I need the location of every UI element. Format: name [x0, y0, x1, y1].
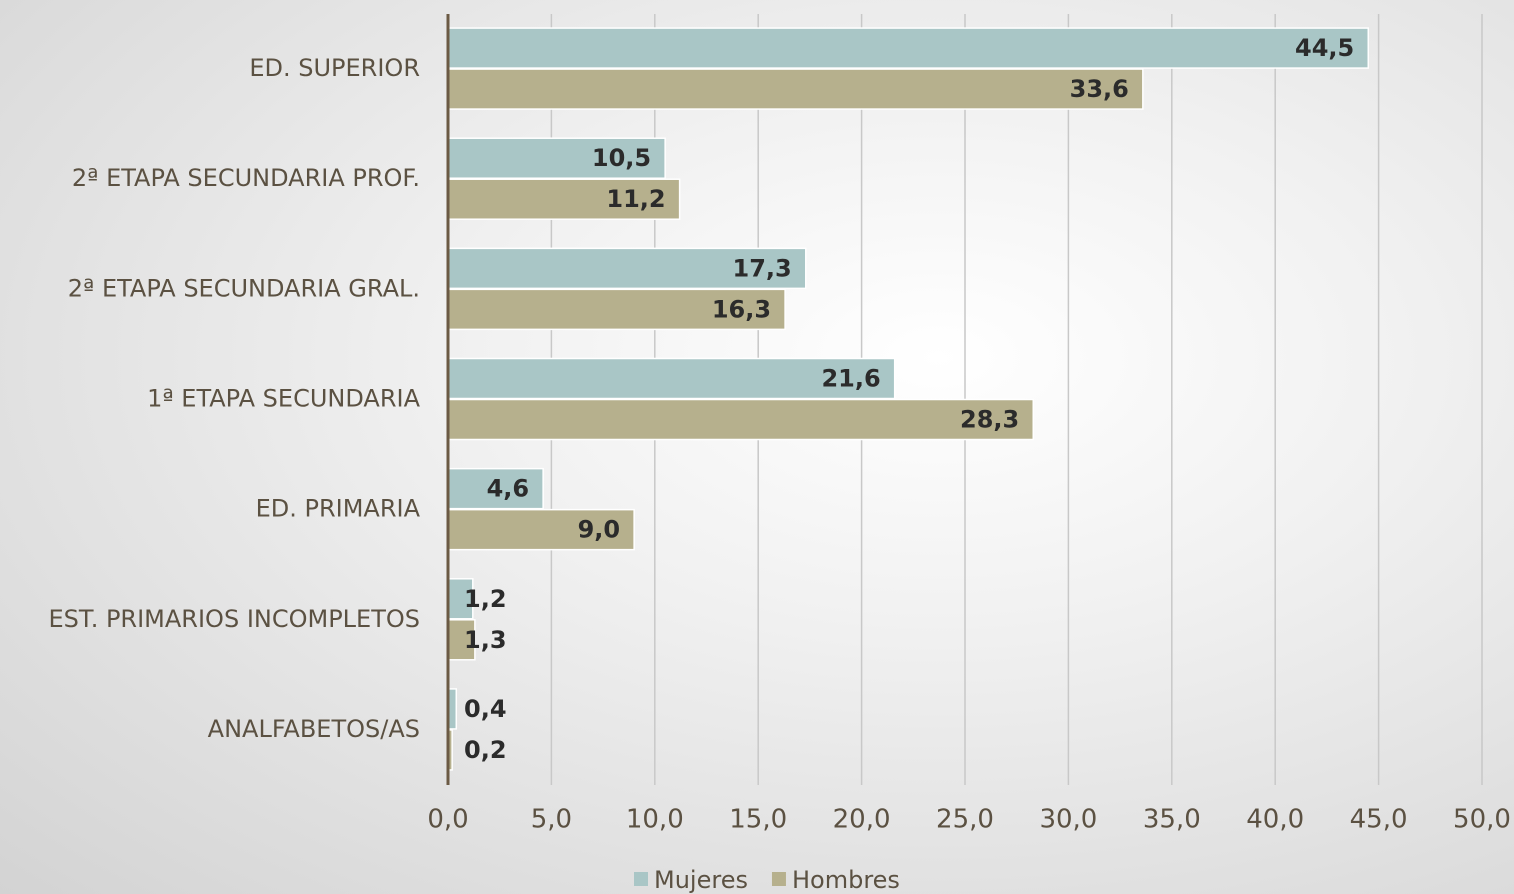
- category-label: 2ª ETAPA SECUNDARIA PROF.: [72, 164, 420, 192]
- x-tick-label: 20,0: [833, 805, 891, 835]
- value-label: 17,3: [733, 254, 792, 282]
- x-tick-label: 25,0: [936, 805, 994, 835]
- value-label: 28,3: [960, 406, 1019, 434]
- value-label: 1,3: [464, 626, 507, 654]
- bar: [447, 137, 666, 179]
- category-label: EST. PRIMARIOS INCOMPLETOS: [48, 605, 420, 633]
- category-label: ED. PRIMARIA: [256, 495, 421, 523]
- value-label: 11,2: [606, 185, 665, 213]
- x-tick-label: 5,0: [531, 805, 572, 835]
- x-tick-label: 35,0: [1143, 805, 1201, 835]
- x-tick-label: 40,0: [1246, 805, 1304, 835]
- bar: [447, 68, 1144, 110]
- value-label: 21,6: [821, 365, 880, 393]
- category-label: 1ª ETAPA SECUNDARIA: [147, 385, 420, 413]
- value-label: 0,2: [464, 736, 507, 764]
- x-tick-label: 0,0: [427, 805, 468, 835]
- bar: [447, 619, 476, 661]
- x-tick-label: 30,0: [1039, 805, 1097, 835]
- value-label: 0,4: [464, 695, 507, 723]
- category-label: ANALFABETOS/AS: [208, 715, 420, 743]
- legend-label: Hombres: [792, 866, 900, 894]
- value-label: 1,2: [464, 585, 507, 613]
- x-tick-label: 15,0: [729, 805, 787, 835]
- category-label: ED. SUPERIOR: [249, 54, 420, 82]
- bar: [447, 508, 635, 551]
- value-label: 33,6: [1070, 75, 1129, 103]
- value-label: 4,6: [487, 475, 530, 503]
- bar: [447, 27, 1370, 69]
- bar: [447, 398, 1034, 441]
- legend-swatch: [634, 872, 648, 886]
- x-tick-label: 45,0: [1350, 805, 1408, 835]
- value-label: 10,5: [592, 144, 651, 172]
- value-label: 16,3: [712, 295, 771, 323]
- legend-label: Mujeres: [654, 866, 748, 894]
- x-tick-label: 10,0: [626, 805, 684, 835]
- x-tick-label: 50,0: [1453, 805, 1511, 835]
- value-label: 44,5: [1295, 34, 1354, 62]
- value-label: 9,0: [578, 516, 621, 544]
- legend-swatch: [771, 872, 786, 886]
- category-label: 2ª ETAPA SECUNDARIA GRAL.: [68, 274, 420, 302]
